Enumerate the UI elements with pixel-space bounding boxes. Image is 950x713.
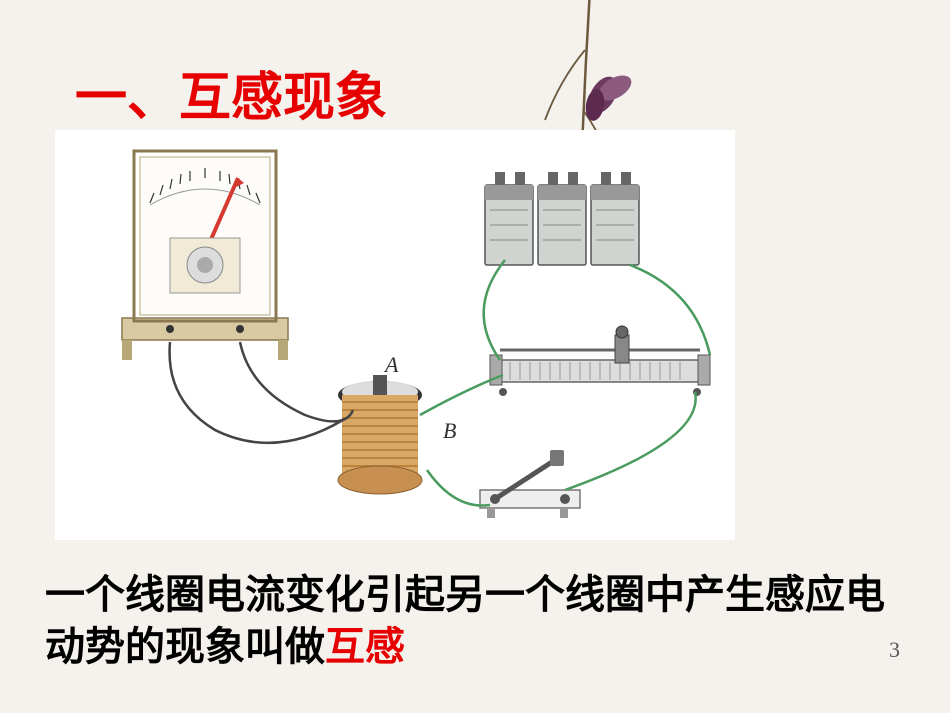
switch-icon [465,440,595,520]
slide-title: 一、互感现象 [75,55,387,130]
page-number: 3 [889,637,900,663]
battery-icon [480,160,650,280]
rheostat-icon [485,320,715,410]
circuit-diagram: A B [55,130,735,540]
definition-text: 一个线圈电流变化引起另一个线圈中产生感应电动势的现象叫做互感 [45,569,895,673]
coil-icon [325,370,435,500]
definition-part1: 一个线圈电流变化引起另一个线圈中产生感应电动势的现象叫做 [45,572,885,669]
coil-label-b: B [443,418,456,444]
coil-label-a: A [385,352,398,378]
definition-highlight: 互感 [325,624,405,669]
galvanometer-icon [110,143,300,368]
